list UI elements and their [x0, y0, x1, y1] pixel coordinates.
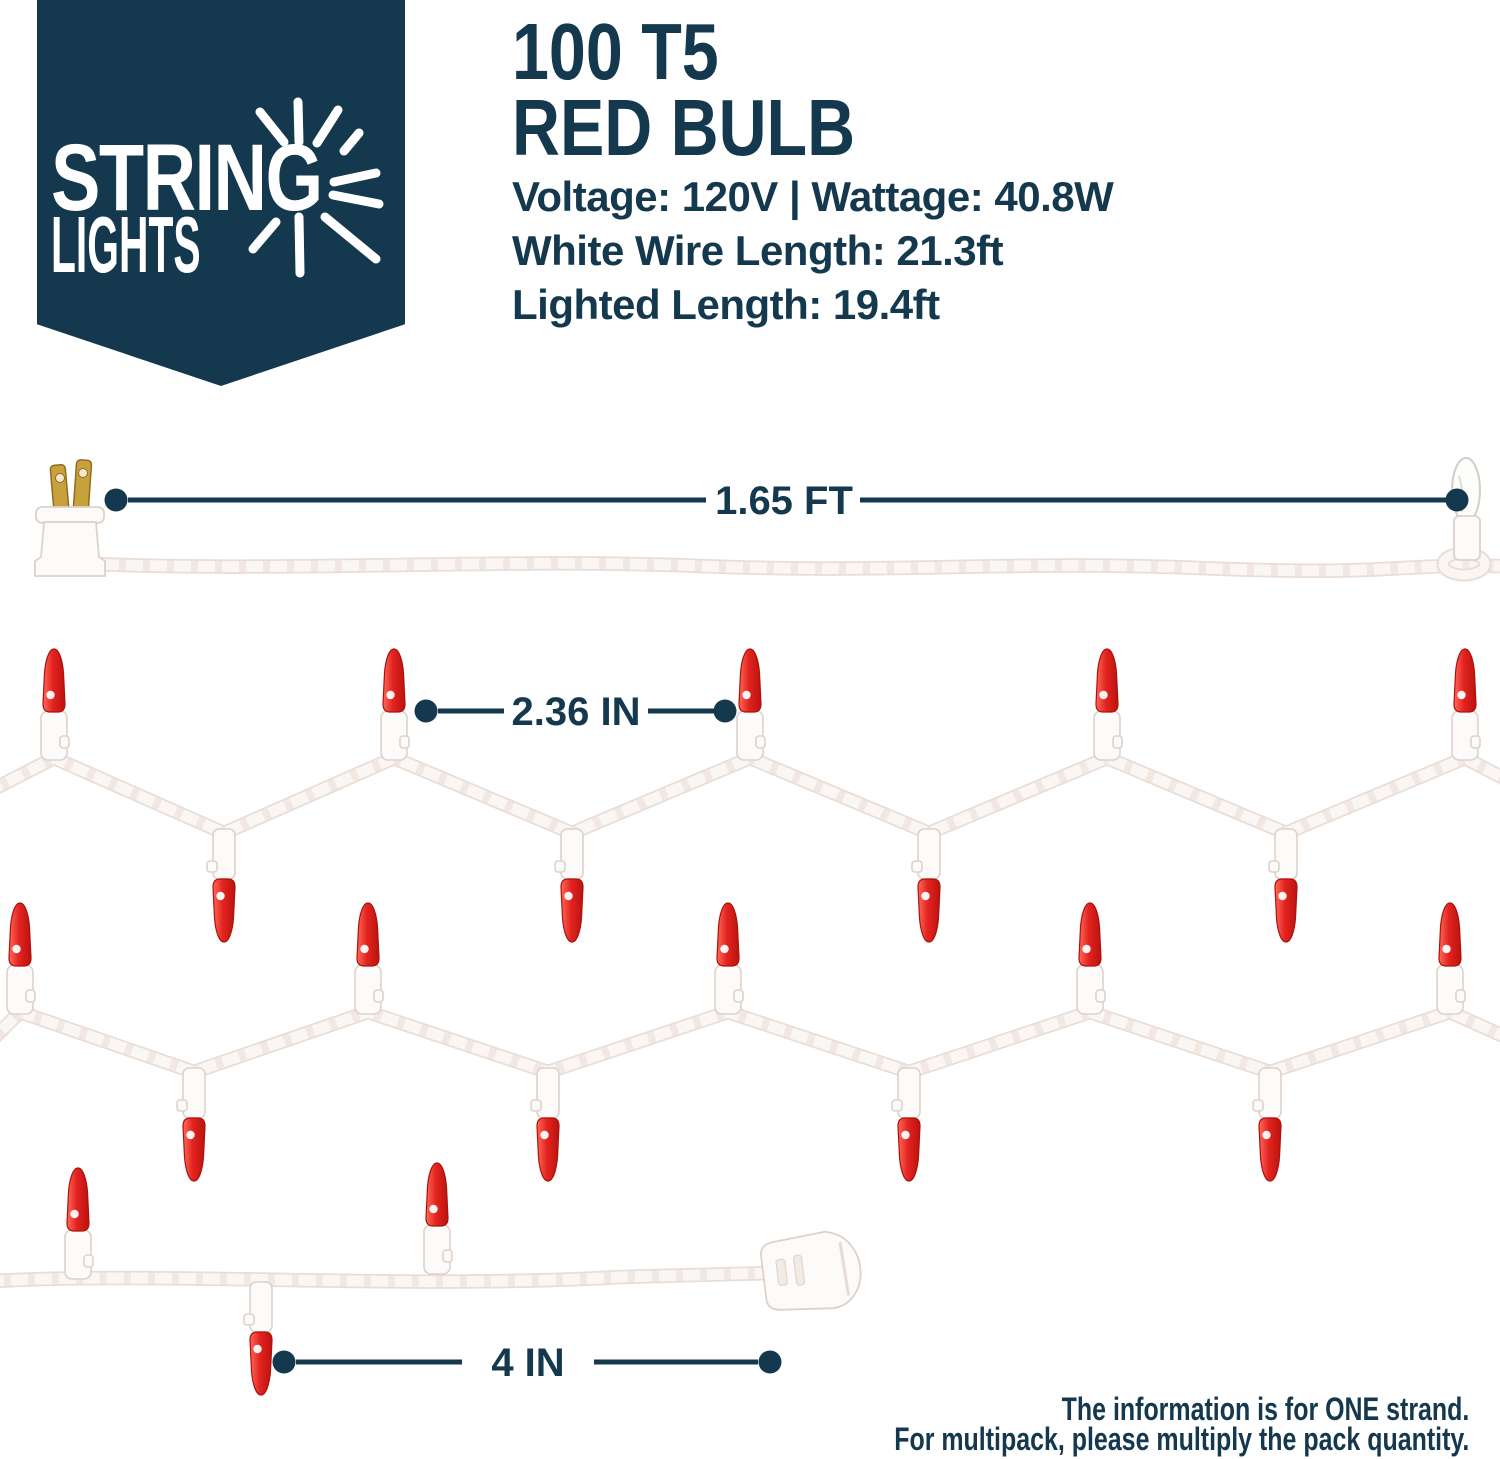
- starburst-icon: [248, 97, 384, 278]
- power-plug: [34, 459, 106, 577]
- end-connector: [760, 1230, 862, 1311]
- spec-lighted-length: Lighted Length: 19.4ft: [512, 281, 940, 328]
- product-title-line-1: 100 T5: [512, 7, 719, 96]
- red-bulb-up: [1093, 648, 1123, 761]
- red-bulbs-row-2: [6, 902, 1466, 1182]
- measurement-end-spacing: 4 IN: [272, 1341, 782, 1385]
- end-spacing-label: 4 IN: [491, 1341, 564, 1385]
- logo-word-lights: LIGHTS: [51, 200, 201, 289]
- spec-voltage-wattage: Voltage: 120V | Wattage: 40.8W: [512, 173, 1114, 220]
- product-specs: Voltage: 120V | Wattage: 40.8W White Wir…: [512, 170, 1114, 332]
- red-bulb-up: [40, 648, 70, 761]
- red-bulb-up: [380, 648, 410, 761]
- red-bulb-up: [714, 902, 744, 1015]
- footnote-line-2: For multipack, please multiply the pack …: [893, 1421, 1469, 1457]
- red-bulb-down: [1252, 1067, 1282, 1182]
- clear-end-bulb: [1436, 457, 1492, 582]
- red-bulb-down: [176, 1067, 206, 1182]
- red-bulb-up: [354, 902, 384, 1015]
- measurement-bulb-spacing: 2.36 IN: [414, 690, 737, 734]
- string-light-wire-row-2: [0, 1012, 1500, 1072]
- red-bulbs-row-1: [40, 648, 1481, 943]
- string-light-wire-row-1: [0, 758, 1500, 833]
- red-bulb-up: [1451, 648, 1481, 761]
- footnote-line-1: The information is for ONE strand.: [1061, 1391, 1469, 1427]
- red-bulb-down: [530, 1067, 560, 1182]
- red-bulb-up: [423, 1162, 453, 1275]
- red-bulb-down: [206, 828, 236, 943]
- logo-word-string: STRING: [51, 125, 323, 231]
- lead-wire-length-label: 1.65 FT: [715, 479, 853, 523]
- red-bulb-down: [554, 828, 584, 943]
- footnote: The information is for ONE strand. For m…: [893, 1391, 1469, 1457]
- red-bulb-up: [1436, 902, 1466, 1015]
- red-bulb-up: [1076, 902, 1106, 1015]
- string-light-wire-row-3: [0, 1273, 772, 1282]
- bulb-spacing-label: 2.36 IN: [512, 690, 641, 734]
- red-bulb-up: [736, 648, 766, 761]
- product-title-line-2: RED BULB: [512, 83, 856, 172]
- red-bulb-down: [911, 828, 941, 943]
- red-bulb-down: [891, 1067, 921, 1182]
- red-bulb-up: [6, 902, 36, 1015]
- red-bulb-down: [243, 1281, 273, 1396]
- red-bulb-down: [1268, 828, 1298, 943]
- spec-wire-length: White Wire Length: 21.3ft: [512, 227, 1004, 274]
- red-bulb-up: [64, 1167, 94, 1280]
- measurement-lead-wire: 1.65 FT: [104, 479, 1469, 523]
- lead-wire: [95, 563, 1500, 570]
- brand-banner: STRING LIGHTS: [37, 0, 405, 386]
